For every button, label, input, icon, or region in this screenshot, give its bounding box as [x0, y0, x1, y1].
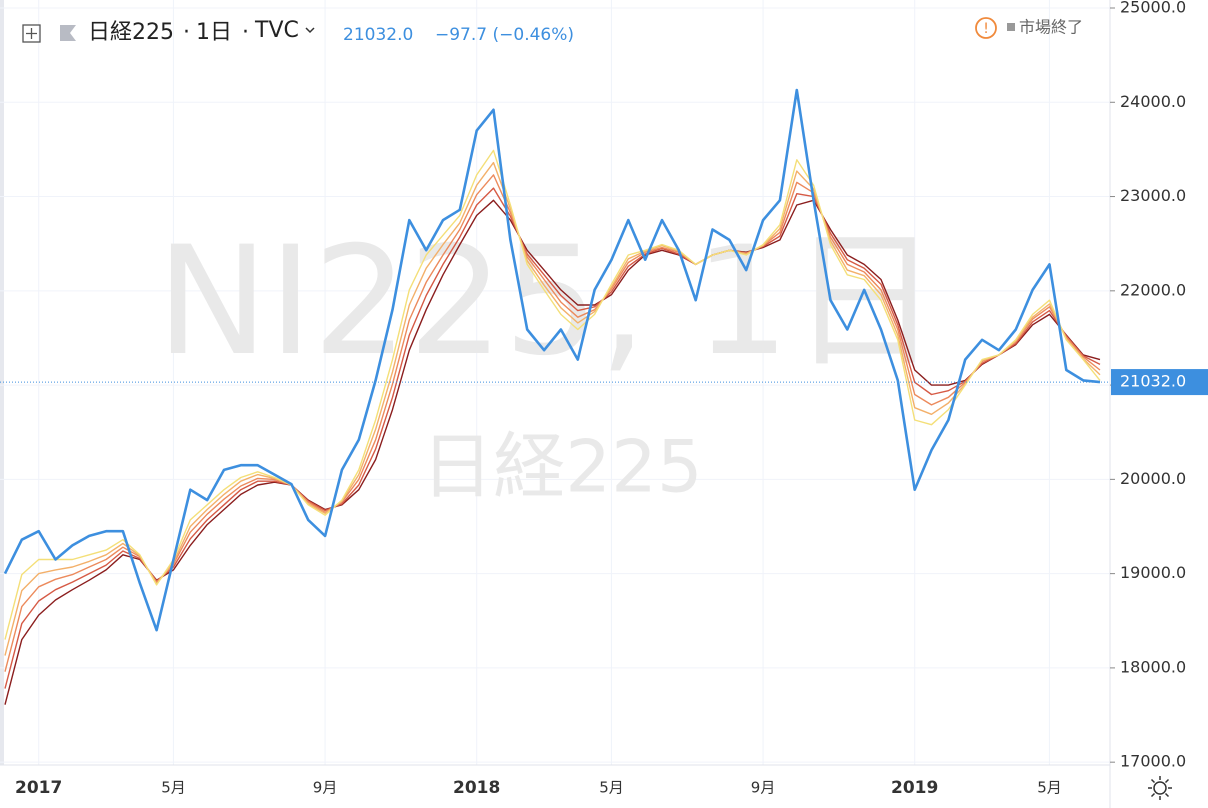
y-tick-label: 17000.0: [1120, 752, 1186, 771]
last-price-label: 21032.0: [1120, 372, 1186, 391]
last-price-box: [1111, 369, 1208, 396]
x-tick-label: 5月: [1037, 779, 1062, 797]
flag-icon[interactable]: [60, 25, 76, 41]
settings-icon[interactable]: [1148, 776, 1172, 800]
y-tick-label: 19000.0: [1120, 563, 1186, 582]
status-icon[interactable]: [975, 17, 997, 39]
x-tick-label: 5月: [161, 779, 186, 797]
market-status: 市場終了: [1019, 18, 1083, 37]
separator: ·: [183, 20, 190, 45]
separator: ·: [242, 20, 249, 45]
y-tick-label: 24000.0: [1120, 92, 1186, 111]
header: 日経225 · 1日 · TVC 21032.0 −97.7 (−0.46%) …: [22, 17, 1083, 45]
left-edge: [0, 0, 4, 765]
y-tick-label: 25000.0: [1120, 0, 1186, 17]
y-tick-label: 23000.0: [1120, 186, 1186, 205]
status-icon-mark: !: [983, 21, 989, 37]
plot: [0, 88, 1110, 705]
series-line: [4, 174, 1101, 672]
series-line: [4, 149, 1101, 640]
grid: [0, 0, 1110, 765]
x-tick-label: 9月: [751, 779, 776, 797]
settings-spokes: [1148, 776, 1172, 800]
series-line: [4, 161, 1101, 656]
y-tick-label: 22000.0: [1120, 280, 1186, 299]
settings-gear[interactable]: [1153, 781, 1167, 795]
x-tick-label: 2018: [453, 778, 500, 798]
add-icon[interactable]: [22, 24, 41, 43]
symbol[interactable]: 日経225: [88, 20, 174, 45]
source-chevron[interactable]: [305, 27, 315, 34]
watermark-sub: 日経225: [421, 425, 702, 509]
last-value: 21032.0: [343, 25, 413, 45]
source[interactable]: TVC: [254, 18, 299, 43]
change: −97.7 (−0.46%): [435, 25, 574, 45]
add-icon-plus: [26, 28, 37, 39]
interval[interactable]: 1日: [196, 20, 232, 45]
x-tick-label: 2017: [15, 778, 62, 798]
series-line: [3, 88, 1101, 632]
watermark: NI225, 1日: [156, 215, 940, 389]
x-tick-label: 9月: [313, 779, 338, 797]
x-tick-label: 2019: [891, 778, 938, 798]
y-tick-label: 18000.0: [1120, 657, 1186, 676]
status-dot: [1007, 23, 1015, 31]
axes: 17000.018000.019000.020000.021000.022000…: [15, 0, 1208, 798]
x-tick-label: 5月: [599, 779, 624, 797]
series-line: [4, 187, 1101, 689]
series-line: [4, 199, 1101, 705]
y-tick-label: 20000.0: [1120, 469, 1186, 488]
